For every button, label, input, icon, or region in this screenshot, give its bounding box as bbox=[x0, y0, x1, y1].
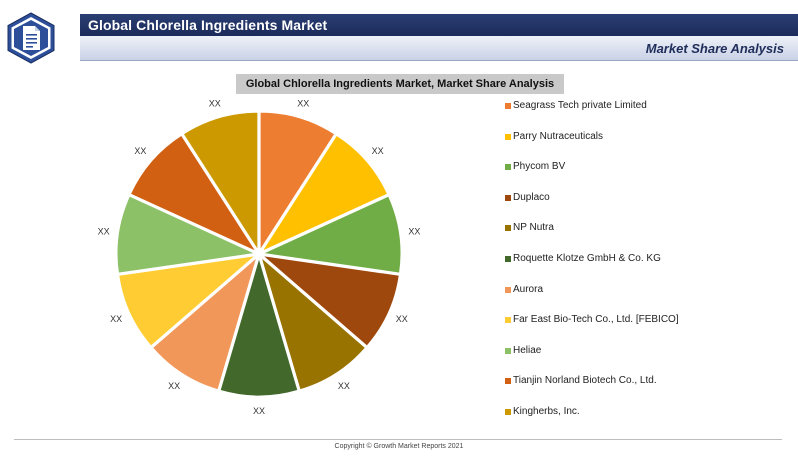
header-subtitle-bar bbox=[80, 36, 798, 61]
slice-data-label: XX bbox=[338, 381, 350, 391]
legend-swatch bbox=[505, 317, 511, 324]
legend-swatch bbox=[505, 256, 511, 262]
legend-label: Parry Nutraceuticals bbox=[513, 130, 604, 142]
pie-slice-2 bbox=[260, 134, 389, 253]
slice-data-label: XX bbox=[110, 314, 122, 324]
footer-divider bbox=[14, 439, 782, 440]
pie-slice-3 bbox=[261, 195, 402, 274]
pie-slice-10 bbox=[129, 134, 258, 253]
pie-slice-4 bbox=[261, 254, 400, 347]
slice-data-label: XX bbox=[253, 406, 265, 416]
pie-slice-5 bbox=[260, 255, 367, 391]
slice-data-label: XX bbox=[297, 98, 309, 108]
report-header: Global Chlorella Ingredients Market Mark… bbox=[0, 0, 798, 64]
chart-title: Global Chlorella Ingredients Market, Mar… bbox=[245, 78, 555, 90]
legend-label: Phycom BV bbox=[513, 161, 566, 173]
legend-swatch bbox=[505, 225, 511, 232]
pie-slice-11 bbox=[182, 111, 259, 252]
pie-slice-8 bbox=[118, 254, 257, 347]
slice-data-label: XX bbox=[408, 227, 420, 237]
pie-slice-6 bbox=[219, 256, 299, 397]
legend-swatch bbox=[505, 347, 511, 354]
header-title-bar bbox=[80, 14, 798, 36]
legend-label: Tianjin Norland Biotech Co., Ltd. bbox=[513, 375, 657, 387]
legend-label: Far East Bio-Tech Co., Ltd. [FEBICO] bbox=[513, 314, 679, 326]
report-title: Global Chlorella Ingredients Market bbox=[88, 17, 328, 33]
copyright-text: Copyright © Growth Market Reports 2021 bbox=[334, 443, 464, 450]
slice-data-label: XX bbox=[134, 146, 146, 156]
legend-swatch bbox=[505, 194, 511, 201]
legend-label: Roquette Klotze GmbH & Co. KG bbox=[513, 253, 661, 264]
legend-label: NP Nutra bbox=[513, 222, 554, 234]
legend-label: Duplaco bbox=[513, 191, 550, 203]
legend-swatch bbox=[505, 286, 511, 293]
legend-label: Kingherbs, Inc. bbox=[513, 406, 580, 417]
legend-swatch bbox=[505, 133, 511, 140]
pie-slice-9 bbox=[116, 195, 257, 274]
pie-slice-1 bbox=[259, 111, 336, 252]
pie-slice-7 bbox=[151, 255, 258, 391]
legend-swatch bbox=[505, 164, 511, 171]
legend-swatch bbox=[505, 409, 511, 415]
legend-swatch bbox=[505, 103, 511, 109]
legend-label: Heliae bbox=[513, 344, 542, 356]
chart-title-box bbox=[236, 74, 564, 94]
slice-data-label: XX bbox=[209, 98, 221, 108]
document-icon bbox=[7, 12, 55, 64]
legend-label: Seagrass Tech private Limited bbox=[513, 100, 647, 111]
report-subtitle: Market Share Analysis bbox=[645, 41, 784, 56]
slice-data-label: XX bbox=[98, 227, 110, 237]
slice-data-label: XX bbox=[372, 146, 384, 156]
legend-swatch bbox=[505, 378, 511, 385]
legend-label: Aurora bbox=[513, 283, 544, 295]
slice-data-label: XX bbox=[396, 314, 408, 324]
slice-data-label: XX bbox=[168, 381, 180, 391]
